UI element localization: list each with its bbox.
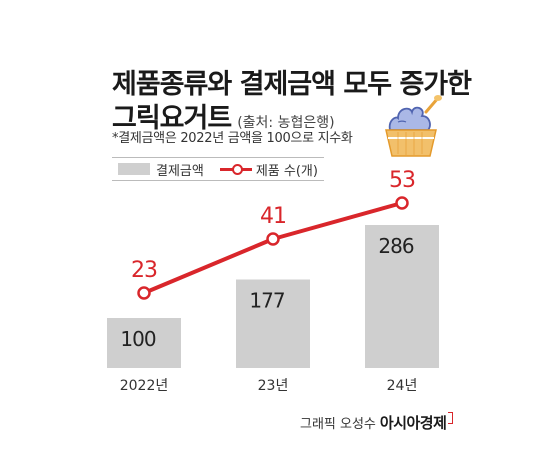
line-point bbox=[266, 232, 280, 246]
bar-value-label: 286 bbox=[378, 234, 413, 258]
legend-bar-swatch bbox=[118, 163, 150, 175]
yogurt-cup-icon bbox=[385, 95, 442, 157]
line-point bbox=[395, 196, 409, 210]
chart-title-subject: 그릭요거트 bbox=[112, 103, 232, 134]
line-value-label: 41 bbox=[260, 204, 286, 229]
legend-bar-label: 결제금액 bbox=[156, 163, 204, 179]
chart-title-line2: 그릭요거트 (출처: 농협은행) bbox=[112, 96, 335, 135]
legend: 결제금액 제품 수(개) bbox=[112, 157, 324, 181]
line-value-label: 23 bbox=[131, 258, 157, 283]
brand-mark-icon bbox=[448, 412, 454, 424]
bar-value-label: 100 bbox=[120, 327, 155, 351]
line-point bbox=[137, 286, 151, 300]
category-label: 2022년 bbox=[120, 378, 169, 394]
credit-prefix: 그래픽 오성수 bbox=[300, 417, 376, 432]
category-label: 24년 bbox=[387, 378, 418, 394]
brand-label: 아시아경제 bbox=[379, 414, 447, 432]
bar bbox=[236, 279, 310, 368]
line-value-label: 53 bbox=[389, 168, 415, 193]
legend-line-label: 제품 수(개) bbox=[255, 163, 318, 179]
category-label: 23년 bbox=[258, 378, 289, 394]
bar bbox=[107, 318, 181, 368]
bar bbox=[365, 225, 439, 368]
chart-title-line1: 제품종류와 결제금액 모두 증가한 bbox=[112, 69, 472, 100]
source-label: (출처: 농협은행) bbox=[237, 115, 335, 131]
bar-value-label: 177 bbox=[249, 289, 284, 313]
product-count-line bbox=[143, 201, 403, 295]
index-note: *결제금액은 2022년 금액을 100으로 지수화 bbox=[112, 131, 353, 146]
credit-line: 그래픽 오성수 아시아경제 bbox=[300, 412, 454, 433]
legend-line-swatch bbox=[219, 163, 252, 175]
